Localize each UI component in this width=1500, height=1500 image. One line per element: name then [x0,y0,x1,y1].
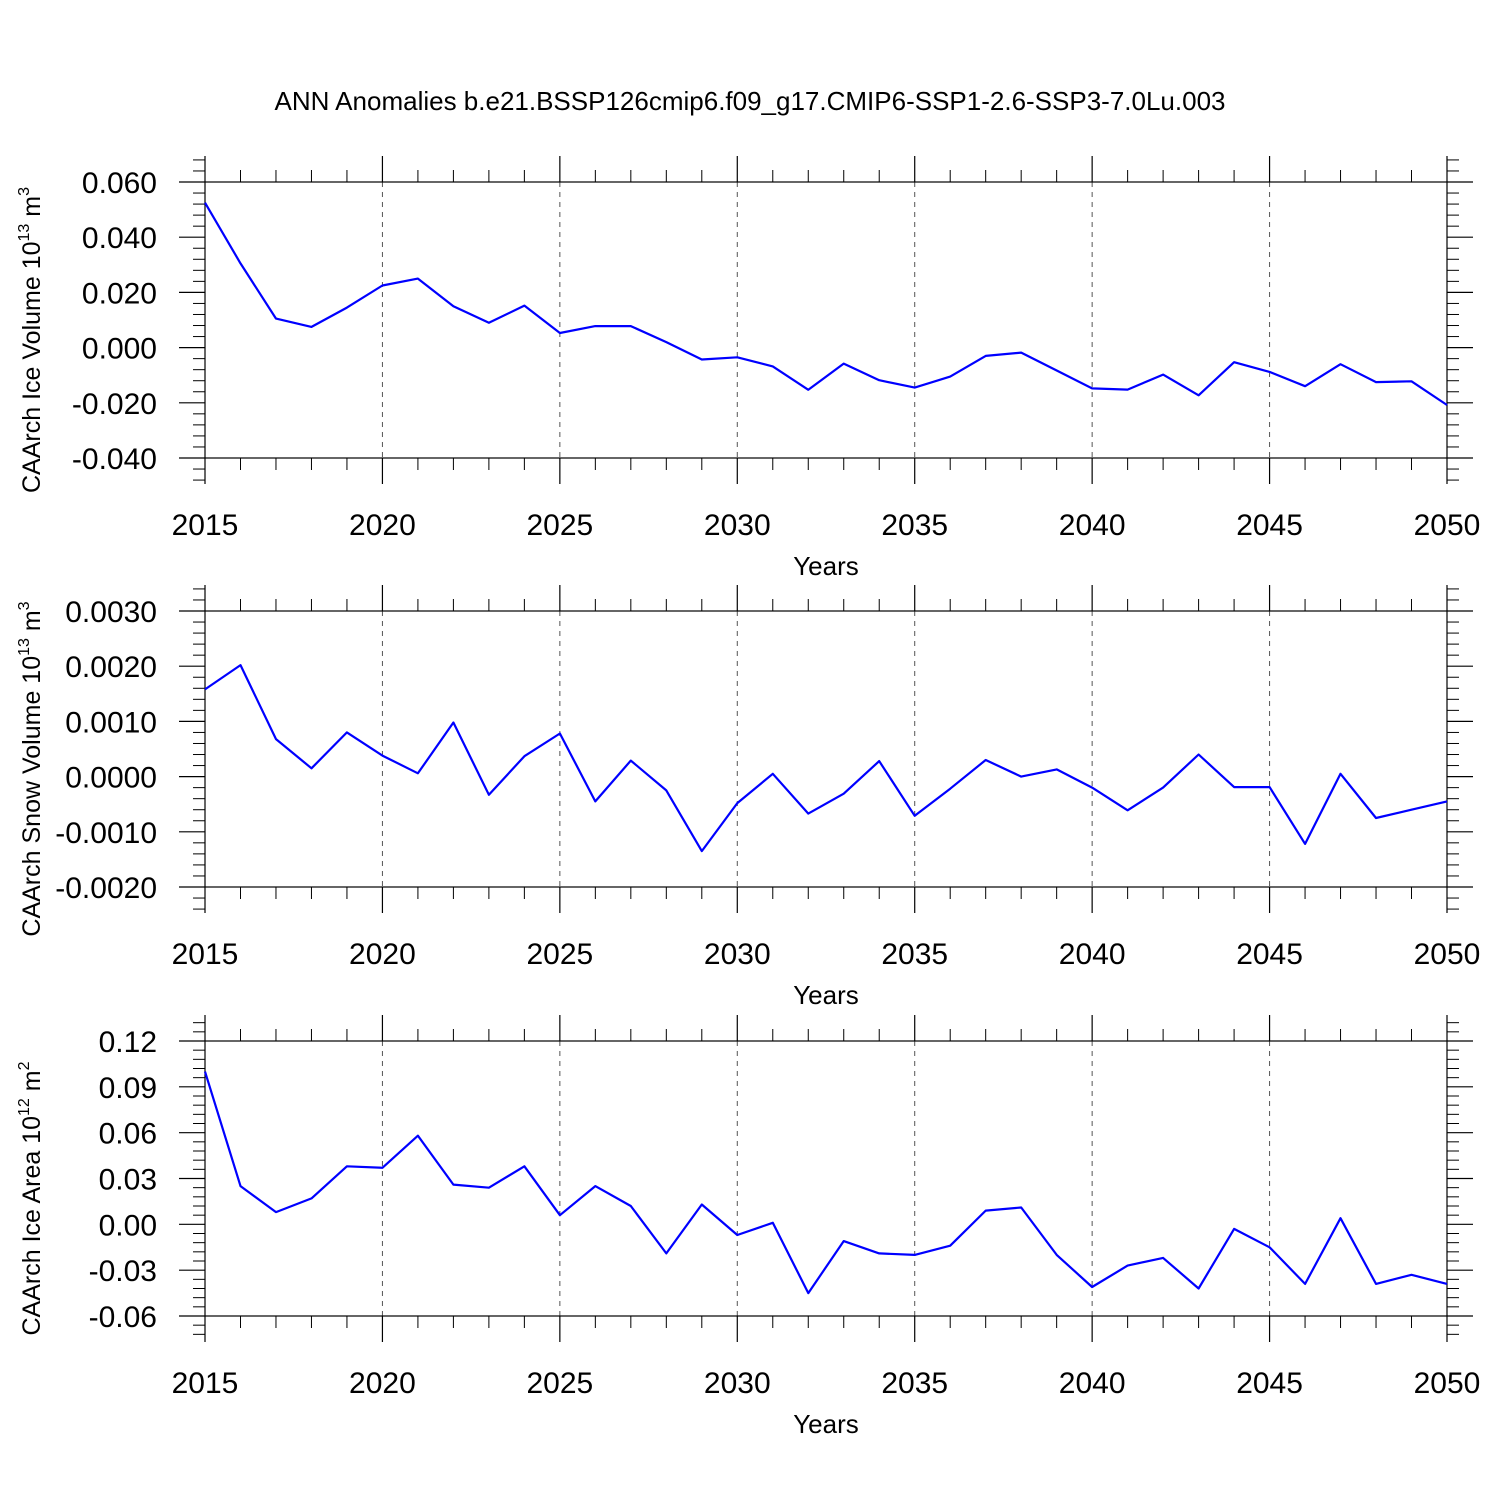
y-tick-label: -0.0020 [55,872,157,905]
y-tick-label: 0.09 [99,1072,157,1105]
x-tick-label: 2040 [1059,938,1126,971]
y-axis-label-unit-exponent: 3 [16,187,33,196]
x-tick-label: 2020 [349,509,416,542]
x-tick-labels: 2015 2020 2025 2030 2035 2040 2045 2050 [172,1367,1481,1400]
x-tick-label: 2025 [526,1367,593,1400]
y-axis-label-text: CAArch Ice Volume 10 [18,241,46,493]
y-tick-labels: -0.06 -0.03 0.00 0.03 0.06 0.09 0.12 [89,1026,157,1334]
y-tick-label: -0.020 [72,388,157,421]
x-tick-label: 2030 [704,509,771,542]
snow-volume-series-line [204,663,1448,853]
x-tick-label: 2030 [704,938,771,971]
x-axis-label: Years [793,1409,859,1439]
y-tick-label: 0.0030 [65,596,157,629]
x-axis-label: Years [793,980,859,1010]
x-tick-label: 2035 [881,938,948,971]
y-axis-label-unit-exponent: 3 [16,601,33,610]
y-tick-label: -0.040 [72,443,157,476]
chart-title: ANN Anomalies b.e21.BSSP126cmip6.f09_g17… [275,86,1226,116]
snow-volume-panel: 2015 2020 2025 2030 2035 2040 2045 2050 -0.0020… [16,585,1480,1010]
y-axis-label-unit: m [18,196,46,224]
y-axis-label-unit: m [18,1070,46,1098]
x-tick-label: 2050 [1414,1367,1481,1400]
y-axis-label-exponent: 13 [16,638,33,656]
grid-lines [381,182,1271,458]
y-axis-label-text: CAArch Ice Area 10 [18,1116,46,1336]
x-tick-labels: 2015 2020 2025 2030 2035 2040 2045 2050 [172,938,1481,971]
y-tick-label: 0.000 [82,333,157,366]
ice-area-series-line [203,1071,1448,1295]
y-axis-label-exponent: 12 [16,1098,33,1116]
y-tick-label: 0.040 [82,222,157,255]
ice-volume-panel: 2015 2020 2025 2030 2035 2040 2045 2050 -0.040-… [16,156,1480,581]
y-axis-label-unit: m [18,610,46,638]
y-tick-label: 0.06 [99,1118,157,1151]
ice-area-panel: 2015 2020 2025 2030 2035 2040 2045 2050 -0.06-0… [16,1015,1480,1439]
x-tick-label: 2020 [349,938,416,971]
x-tick-label: 2035 [881,509,948,542]
y-axis-label-text: CAArch Snow Volume 10 [18,656,46,937]
y-axis-label: CAArch Ice Volume 1013 m3 [16,187,46,493]
y-tick-label: 0.12 [99,1026,157,1059]
x-tick-label: 2015 [172,1367,239,1400]
x-tick-label: 2025 [526,938,593,971]
major-ticks [179,156,1473,484]
y-tick-label: -0.0010 [55,817,157,850]
plot-frame [204,1040,1448,1317]
grid-lines [381,611,1271,887]
x-tick-label: 2015 [172,938,239,971]
y-tick-label: 0.00 [99,1209,157,1242]
minor-ticks [193,1022,1459,1335]
y-tick-label: 0.0010 [65,706,157,739]
y-axis-label: CAArch Snow Volume 1013 m3 [16,601,46,936]
y-axis-label: CAArch Ice Area 1012 m2 [16,1061,46,1335]
x-tick-label: 2050 [1414,938,1481,971]
y-tick-label: 0.03 [99,1164,157,1197]
y-axis-label-unit-exponent: 2 [16,1061,33,1070]
x-tick-label: 2040 [1059,1367,1126,1400]
x-tick-label: 2045 [1236,1367,1303,1400]
major-ticks [179,1015,1473,1342]
y-axis-label-exponent: 13 [16,224,33,242]
plot-frame [204,181,1448,459]
y-tick-label: 0.0000 [65,762,157,795]
minor-ticks [193,588,1459,910]
x-tick-label: 2050 [1414,509,1481,542]
major-ticks [179,585,1473,913]
x-tick-label: 2020 [349,1367,416,1400]
plot-frame [204,610,1448,888]
y-tick-label: -0.06 [89,1301,157,1334]
minor-ticks [193,159,1459,481]
y-tick-label: 0.020 [82,277,157,310]
grid-lines [381,1041,1271,1316]
x-tick-label: 2035 [881,1367,948,1400]
y-tick-label: 0.060 [82,167,157,200]
x-tick-label: 2045 [1236,938,1303,971]
ice-volume-series-line [204,202,1448,406]
x-tick-labels: 2015 2020 2025 2030 2035 2040 2045 2050 [172,509,1481,542]
x-tick-label: 2015 [172,509,239,542]
x-tick-label: 2040 [1059,509,1126,542]
x-tick-label: 2045 [1236,509,1303,542]
x-axis-label: Years [793,551,859,581]
x-tick-label: 2030 [704,1367,771,1400]
y-tick-label: 0.0020 [65,651,157,684]
y-tick-label: -0.03 [89,1255,157,1288]
x-tick-label: 2025 [526,509,593,542]
y-tick-labels: -0.040 -0.020 0.000 0.020 0.040 0.060 [72,167,157,476]
y-tick-labels: -0.0020 -0.0010 0.0000 0.0010 0.0020 0.0030 [55,596,157,905]
